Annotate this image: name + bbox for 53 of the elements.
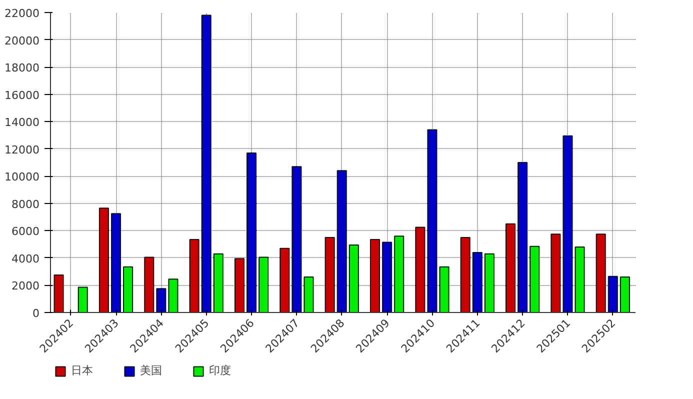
y-tick-label: 10000 <box>4 170 40 184</box>
bar <box>562 135 573 312</box>
bar <box>550 234 561 312</box>
y-tick-label: 16000 <box>4 88 40 102</box>
bar <box>530 246 540 312</box>
y-tick-label: 0 <box>32 307 40 320</box>
bar <box>620 276 630 312</box>
y-tick-label: 22000 <box>4 7 40 20</box>
bar <box>246 152 257 312</box>
bar <box>280 248 290 312</box>
bar <box>123 266 134 312</box>
y-tick-label: 8000 <box>12 198 40 211</box>
legend-label: 美国 <box>140 363 162 378</box>
bar <box>324 237 335 312</box>
bar <box>78 286 88 312</box>
bar <box>596 234 606 312</box>
bar <box>394 236 404 312</box>
bar <box>427 129 438 312</box>
bar <box>304 276 314 312</box>
y-tick-label: 6000 <box>12 225 40 238</box>
bar <box>608 276 618 312</box>
bar <box>144 256 154 312</box>
legend-label: 印度 <box>209 363 231 378</box>
bar <box>382 242 392 312</box>
bar <box>156 288 166 312</box>
bar <box>460 237 470 312</box>
bar <box>506 223 516 312</box>
bar <box>415 226 426 312</box>
y-tick-label: 12000 <box>4 143 40 156</box>
y-tick-label: 20000 <box>4 34 40 48</box>
bar <box>98 208 109 312</box>
bar <box>110 213 122 312</box>
bar <box>348 244 359 312</box>
y-tick-label: 14000 <box>4 116 40 130</box>
bar <box>439 266 450 312</box>
bar <box>168 278 178 312</box>
legend-label: 日本 <box>71 363 93 378</box>
bar <box>370 239 380 312</box>
bar <box>336 170 347 312</box>
bar <box>292 166 302 312</box>
bar <box>574 246 585 312</box>
bar <box>484 253 494 312</box>
bar <box>189 239 200 312</box>
bar <box>258 256 269 312</box>
bar <box>518 162 528 312</box>
bar <box>213 253 224 312</box>
bar <box>54 274 64 312</box>
y-tick-label: 4000 <box>12 252 40 266</box>
bar <box>472 252 482 312</box>
bar <box>234 258 244 312</box>
bar <box>201 14 212 312</box>
y-tick-label: 18000 <box>4 62 40 75</box>
y-tick-label: 2000 <box>12 280 40 293</box>
